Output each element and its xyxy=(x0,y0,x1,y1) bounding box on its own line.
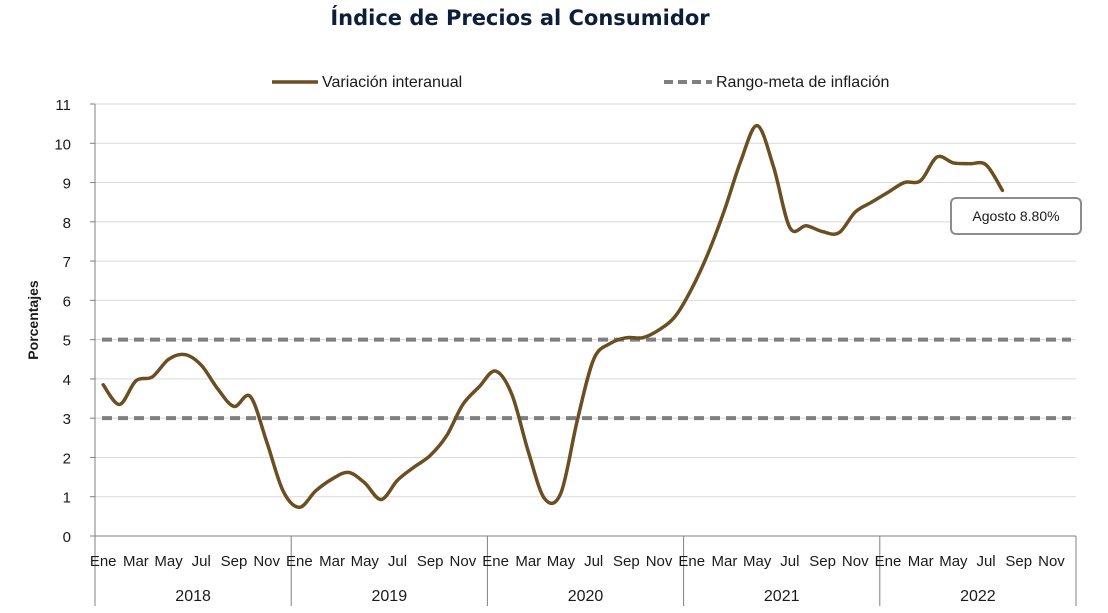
target-range-lines xyxy=(102,337,1071,421)
x-tick-label: Ene xyxy=(678,553,705,570)
annotation-callout: Agosto 8.80% xyxy=(950,197,1082,235)
y-tick-label: 3 xyxy=(63,411,71,428)
y-tick-label: 0 xyxy=(63,529,71,546)
x-tick-label: Ene xyxy=(875,553,902,570)
x-tick-label: Sep xyxy=(221,553,248,570)
x-tick-label: Ene xyxy=(90,553,117,570)
x-tick-label: May xyxy=(154,553,183,570)
x-tick-label: Mar xyxy=(123,553,149,570)
x-tick-label: Ene xyxy=(482,553,509,570)
y-tick-label: 10 xyxy=(54,136,71,153)
y-tick-label: 5 xyxy=(63,333,71,350)
x-tick-label: Mar xyxy=(515,553,541,570)
x-tick-label: May xyxy=(743,553,772,570)
y-tick-labels: 0 1 2 3 4 5 6 7 8 9 10 11 xyxy=(54,97,71,546)
legend-label-line: Variación interanual xyxy=(322,74,462,91)
x-tick-label: Jul xyxy=(192,553,211,570)
x-tick-label: Nov xyxy=(842,553,869,570)
axes xyxy=(90,103,1077,606)
x-tick-label: Nov xyxy=(253,553,280,570)
x-tick-label: Nov xyxy=(450,553,477,570)
year-label: 2022 xyxy=(960,588,996,605)
x-tick-label: Jul xyxy=(780,553,799,570)
legend: Variación interanual Rango-meta de infla… xyxy=(272,74,889,91)
callout-box xyxy=(950,197,1082,235)
callout-text: Agosto 8.80% xyxy=(972,208,1059,224)
y-tick-label: 9 xyxy=(63,176,71,193)
x-tick-label: Jul xyxy=(584,553,603,570)
x-tick-label: Sep xyxy=(613,553,640,570)
x-tick-label: Mar xyxy=(712,553,738,570)
grid xyxy=(95,103,1076,498)
y-tick-label: 8 xyxy=(63,215,71,232)
x-tick-label: Nov xyxy=(1038,553,1065,570)
x-tick-label: Jul xyxy=(388,553,407,570)
chart-title: Índice de Precios al Consumidor xyxy=(330,6,710,30)
x-tick-labels: Ene Mar May Jul Sep Nov 2018 Ene Mar May Jul Sep Nov… xyxy=(90,553,1065,605)
y-tick-label: 1 xyxy=(63,490,71,507)
x-tick-label: Nov xyxy=(646,553,673,570)
year-label: 2019 xyxy=(372,588,408,605)
x-tick-label: Ene xyxy=(286,553,313,570)
x-tick-label: Sep xyxy=(417,553,444,570)
y-tick-label: 6 xyxy=(63,293,71,310)
x-tick-label: May xyxy=(547,553,576,570)
series xyxy=(101,123,1005,510)
y-tick-label: 11 xyxy=(55,97,71,114)
year-label: 2020 xyxy=(568,588,604,605)
x-tick-label: Jul xyxy=(976,553,995,570)
y-tick-label: 7 xyxy=(63,254,71,271)
y-axis-title: Porcentajes xyxy=(25,280,41,360)
year-label: 2021 xyxy=(764,588,800,605)
x-tick-label: Sep xyxy=(809,553,836,570)
x-tick-label: Sep xyxy=(1005,553,1032,570)
y-tick-label: 4 xyxy=(63,372,71,389)
legend-label-range: Rango-meta de inflación xyxy=(716,74,889,91)
year-label: 2018 xyxy=(175,588,211,605)
y-tick-label: 2 xyxy=(63,450,71,467)
x-tick-label: Mar xyxy=(908,553,934,570)
x-tick-label: May xyxy=(939,553,968,570)
series-line-variacion xyxy=(101,123,1005,510)
x-tick-label: Mar xyxy=(319,553,345,570)
x-tick-label: May xyxy=(351,553,380,570)
